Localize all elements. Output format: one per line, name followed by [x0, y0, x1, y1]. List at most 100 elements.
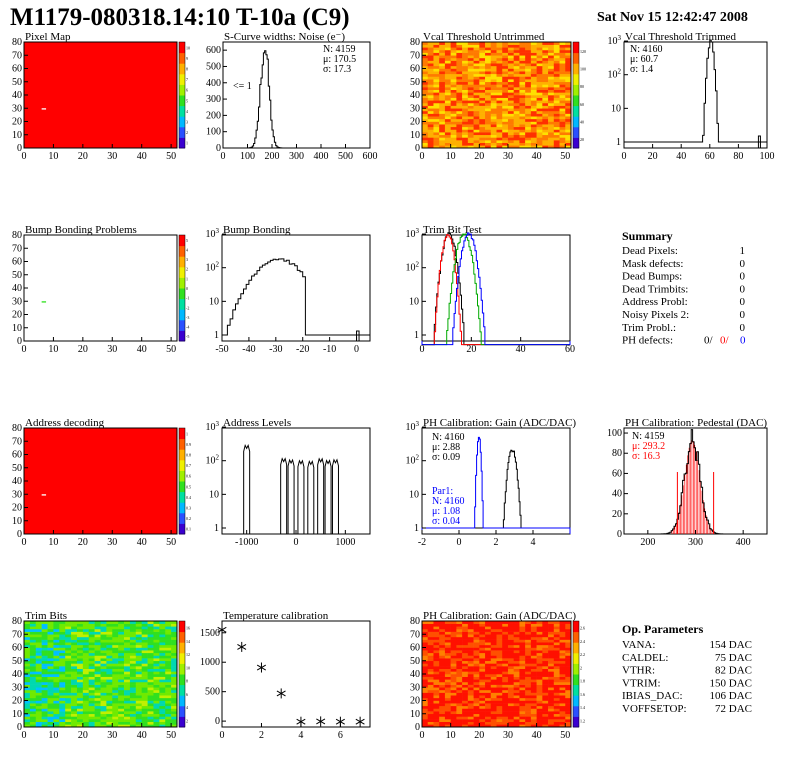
heatmap-cell	[519, 700, 526, 704]
heatmap-cell	[35, 684, 42, 688]
heatmap-cell	[507, 124, 514, 128]
heatmap-cell	[422, 650, 429, 654]
heatmap-cell	[171, 668, 178, 672]
heatmap-cell	[513, 140, 520, 143]
heatmap-cell	[565, 60, 572, 64]
heatmap-cell	[456, 676, 463, 680]
heatmap-cell	[47, 684, 54, 688]
heatmap-cell	[118, 689, 125, 693]
heatmap-cell	[513, 124, 520, 128]
heatmap-cell	[496, 100, 503, 104]
heatmap-cell	[171, 687, 178, 691]
heatmap-cell	[519, 137, 526, 141]
heatmap-cell	[165, 655, 172, 659]
stats-entries: N: 4160	[630, 44, 663, 55]
heatmap-cell	[82, 668, 90, 672]
heatmap-cell	[496, 102, 503, 106]
heatmap-cell	[124, 724, 131, 728]
heatmap-cell	[490, 703, 497, 707]
heatmap-cell	[450, 49, 457, 53]
heatmap-cell	[118, 705, 125, 709]
y-tick-label: 1500	[200, 628, 220, 639]
heatmap-cell	[473, 668, 480, 672]
heatmap-cell	[479, 142, 486, 146]
heatmap-cell	[502, 636, 509, 640]
heatmap-cell	[519, 63, 526, 67]
heatmap-cell	[542, 65, 549, 69]
heatmap-cell	[519, 57, 526, 61]
heatmap-cell	[536, 647, 543, 651]
y-tick-label: 0	[415, 722, 420, 733]
heatmap-cell	[519, 100, 526, 104]
heatmap-cell	[112, 634, 119, 638]
heatmap-cell	[490, 71, 497, 75]
heatmap-cell	[525, 695, 532, 699]
heatmap-cell	[473, 142, 480, 146]
heatmap-cell	[171, 636, 178, 640]
heatmap-cell	[542, 652, 549, 656]
x-tick-label: 10	[48, 730, 58, 741]
heatmap-cell	[59, 652, 66, 656]
heatmap-cell	[496, 121, 503, 125]
plot-title: Pixel Map	[25, 31, 71, 43]
heatmap-cell	[106, 713, 113, 717]
heatmap-cell	[548, 97, 555, 101]
heatmap-cell	[422, 95, 429, 98]
op-param-label: VOFFSETOP:	[622, 703, 687, 715]
heatmap-cell	[35, 652, 42, 656]
heatmap-cell	[507, 121, 514, 125]
heatmap-cell	[530, 689, 537, 693]
heatmap-cell	[124, 679, 131, 683]
heatmap-cell	[542, 697, 549, 701]
heatmap-cell	[147, 705, 154, 709]
heatmap-cell	[502, 110, 509, 114]
heatmap-cell	[548, 57, 555, 61]
heatmap-cell	[542, 724, 549, 728]
heatmap-cell	[542, 49, 549, 53]
heatmap-cell	[450, 129, 457, 133]
heatmap-cell	[473, 60, 480, 64]
heatmap-cell	[565, 700, 572, 704]
heatmap-cell	[507, 642, 514, 646]
heatmap-cell	[422, 679, 429, 683]
heatmap-cell	[559, 126, 566, 130]
heatmap-cell	[496, 644, 503, 648]
heatmap-cell	[35, 623, 42, 627]
heatmap-cell	[141, 668, 148, 672]
y-tick-label: 103	[206, 420, 220, 433]
heatmap-cell	[100, 628, 107, 632]
heatmap-cell	[479, 118, 486, 122]
heatmap-cell	[485, 708, 492, 712]
heatmap-cell	[462, 663, 469, 667]
heatmap-cell	[467, 49, 474, 53]
heatmap-cell	[525, 681, 532, 685]
heatmap-cell	[35, 663, 42, 667]
heatmap-cell	[439, 666, 446, 669]
heatmap-cell	[548, 681, 555, 685]
heatmap-cell	[485, 113, 492, 117]
heatmap-cell	[559, 676, 566, 680]
heatmap-cell	[485, 724, 492, 728]
heatmap-cell	[439, 95, 446, 98]
heatmap-cell	[536, 719, 543, 722]
heatmap-cell	[153, 700, 160, 704]
heatmap-cell	[496, 711, 503, 715]
heatmap-cell	[439, 113, 446, 117]
x-tick-label: 0	[221, 151, 226, 162]
y-tick-label: 103	[206, 227, 220, 240]
heatmap-cell	[422, 73, 429, 77]
heatmap-cell	[553, 126, 560, 130]
heatmap-cell	[53, 705, 60, 709]
heatmap-cell	[171, 721, 178, 725]
heatmap-cell	[129, 705, 137, 709]
heatmap-cell	[124, 634, 131, 638]
heatmap-cell	[129, 628, 137, 632]
heatmap-cell	[513, 650, 520, 654]
heatmap-cell	[502, 132, 509, 136]
heatmap-cell	[467, 68, 474, 72]
heatmap-cell	[165, 671, 172, 675]
heatmap-cell	[479, 644, 486, 648]
heatmap-cell	[41, 721, 48, 725]
heatmap-cell	[422, 719, 429, 722]
